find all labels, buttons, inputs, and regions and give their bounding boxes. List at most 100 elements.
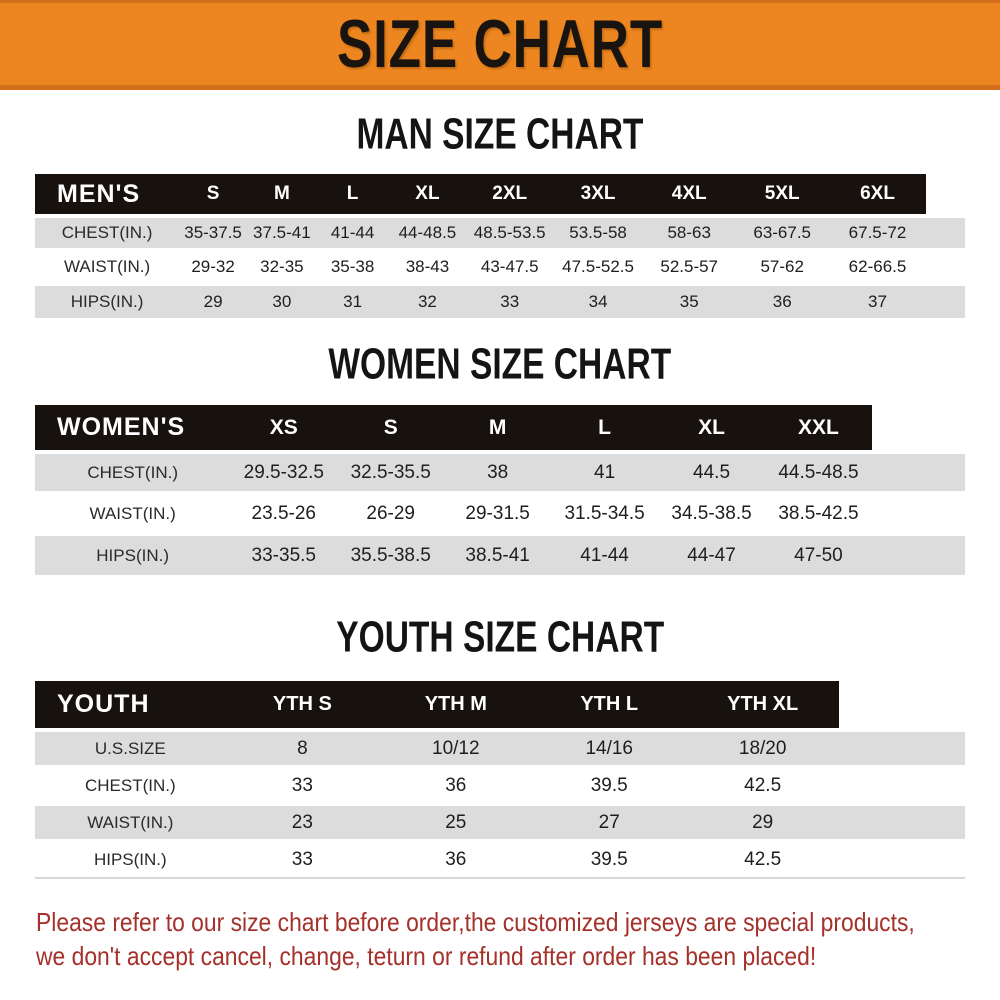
cell-value: 29 bbox=[685, 802, 840, 841]
footer-note-line1-text: Please refer to our size chart before or… bbox=[36, 907, 915, 937]
spacer-cell bbox=[925, 214, 965, 250]
cell-value: 31.5-34.5 bbox=[551, 491, 659, 534]
cell-value: 38.5-42.5 bbox=[765, 491, 872, 534]
banner: SIZE CHART bbox=[0, 0, 1000, 90]
women-section-title-text: WOMEN SIZE CHART bbox=[328, 339, 672, 389]
column-header: XS bbox=[230, 405, 338, 452]
cell-value: 8 bbox=[225, 728, 380, 767]
cell-value: 33-35.5 bbox=[230, 532, 338, 575]
cell-value: 33 bbox=[225, 839, 380, 878]
spacer-cell bbox=[839, 728, 965, 767]
column-header: S bbox=[337, 405, 445, 452]
row-label: WAIST(IN.) bbox=[35, 802, 226, 841]
size-table: MEN'S S M L XL 2XL 3XL 4XL 5XL 6XL CHEST(IN.) 35-37… bbox=[35, 174, 965, 318]
row-label: CHEST(IN.) bbox=[35, 214, 180, 250]
cell-value: 29 bbox=[179, 282, 248, 318]
table-corner-label: MEN'S bbox=[35, 174, 180, 216]
cell-value: 27 bbox=[532, 802, 686, 841]
column-header: YTH M bbox=[379, 681, 533, 730]
cell-value: 37.5-41 bbox=[247, 214, 317, 250]
cell-value: 43-47.5 bbox=[466, 248, 553, 284]
cell-value: 26-29 bbox=[337, 491, 445, 534]
cell-value: 36 bbox=[735, 282, 830, 318]
size-table: YOUTH YTH S YTH M YTH L YTH XL U.S.SIZE 8 10/12… bbox=[35, 681, 965, 879]
youth-section-title-text: YOUTH SIZE CHART bbox=[336, 612, 664, 662]
cell-value: 35 bbox=[643, 282, 736, 318]
spacer-cell bbox=[839, 681, 965, 730]
cell-value: 44-47 bbox=[658, 532, 765, 575]
cell-value: 23 bbox=[225, 802, 380, 841]
column-header: 2XL bbox=[466, 174, 553, 216]
cell-value: 42.5 bbox=[685, 765, 840, 804]
cell-value: 29.5-32.5 bbox=[230, 450, 338, 493]
table-corner-label: WOMEN'S bbox=[35, 405, 231, 452]
cell-value: 47-50 bbox=[765, 532, 872, 575]
table-row: WAIST(IN.) 23 25 27 29 bbox=[35, 802, 965, 841]
cell-value: 36 bbox=[379, 765, 533, 804]
men-size-table: MEN'S S M L XL 2XL 3XL 4XL 5XL 6XL CHEST(IN.) 35-37… bbox=[35, 174, 965, 318]
table-header-row: MEN'S S M L XL 2XL 3XL 4XL 5XL 6XL bbox=[35, 174, 965, 216]
women-size-section: WOMEN SIZE CHART WOMEN'S XS S M L XL XXL CHEST(… bbox=[0, 340, 1000, 575]
cell-value: 36 bbox=[379, 839, 533, 878]
size-table: WOMEN'S XS S M L XL XXL CHEST(IN.) 29.5-32.5 32.5… bbox=[35, 405, 965, 575]
cell-value: 48.5-53.5 bbox=[466, 214, 553, 250]
column-header: 6XL bbox=[829, 174, 926, 216]
cell-value: 58-63 bbox=[643, 214, 736, 250]
cell-value: 39.5 bbox=[532, 839, 686, 878]
spacer-cell bbox=[872, 405, 965, 452]
row-label: CHEST(IN.) bbox=[35, 450, 231, 493]
column-header: YTH S bbox=[225, 681, 380, 730]
table-row: CHEST(IN.) 29.5-32.5 32.5-35.5 38 41 44.5 44.5… bbox=[35, 450, 965, 493]
spacer-cell bbox=[839, 802, 965, 841]
footer-note-line1: Please refer to our size chart before or… bbox=[36, 905, 1000, 939]
table-row: HIPS(IN.) 33 36 39.5 42.5 bbox=[35, 839, 965, 878]
cell-value: 41 bbox=[551, 450, 659, 493]
column-header: XL bbox=[658, 405, 765, 452]
cell-value: 38.5-41 bbox=[444, 532, 552, 575]
cell-value: 35.5-38.5 bbox=[337, 532, 445, 575]
footer-note-line2-text: we don't accept cancel, change, teturn o… bbox=[36, 941, 817, 971]
column-header: L bbox=[551, 405, 659, 452]
youth-size-table: YOUTH YTH S YTH M YTH L YTH XL U.S.SIZE 8 10/12… bbox=[35, 681, 965, 879]
column-header: 5XL bbox=[735, 174, 830, 216]
spacer-cell bbox=[925, 282, 965, 318]
column-header: 4XL bbox=[643, 174, 736, 216]
spacer-cell bbox=[871, 532, 965, 575]
cell-value: 63-67.5 bbox=[735, 214, 830, 250]
table-corner-label: YOUTH bbox=[35, 681, 226, 730]
men-section-title-text: MAN SIZE CHART bbox=[356, 109, 644, 159]
cell-value: 57-62 bbox=[735, 248, 830, 284]
row-label: U.S.SIZE bbox=[35, 728, 226, 767]
youth-section-title: YOUTH SIZE CHART bbox=[0, 612, 1000, 662]
table-row: WAIST(IN.) 23.5-26 26-29 29-31.5 31.5-34.5 34… bbox=[35, 491, 965, 534]
cell-value: 30 bbox=[247, 282, 317, 318]
table-row: WAIST(IN.) 29-32 32-35 35-38 38-43 43-47.5 47.… bbox=[35, 248, 965, 284]
row-label: HIPS(IN.) bbox=[35, 532, 231, 575]
table-header-row: YOUTH YTH S YTH M YTH L YTH XL bbox=[35, 681, 965, 730]
cell-value: 35-37.5 bbox=[179, 214, 248, 250]
cell-value: 32.5-35.5 bbox=[337, 450, 445, 493]
cell-value: 41-44 bbox=[316, 214, 389, 250]
column-header: XL bbox=[388, 174, 467, 216]
spacer-cell bbox=[871, 450, 965, 493]
page-title: SIZE CHART bbox=[291, 10, 709, 78]
column-header: L bbox=[316, 174, 389, 216]
cell-value: 38 bbox=[444, 450, 552, 493]
cell-value: 67.5-72 bbox=[829, 214, 926, 250]
spacer-cell bbox=[926, 174, 965, 216]
cell-value: 41-44 bbox=[551, 532, 659, 575]
column-header: M bbox=[247, 174, 317, 216]
spacer-cell bbox=[925, 248, 965, 284]
women-size-table: WOMEN'S XS S M L XL XXL CHEST(IN.) 29.5-32.5 32.5… bbox=[35, 405, 965, 575]
table-header-row: WOMEN'S XS S M L XL XXL bbox=[35, 405, 965, 452]
row-label: WAIST(IN.) bbox=[35, 248, 180, 284]
cell-value: 44.5-48.5 bbox=[765, 450, 872, 493]
cell-value: 32 bbox=[388, 282, 467, 318]
column-header: YTH XL bbox=[685, 681, 840, 730]
cell-value: 29-32 bbox=[179, 248, 248, 284]
column-header: S bbox=[179, 174, 248, 216]
row-label: HIPS(IN.) bbox=[35, 282, 180, 318]
cell-value: 31 bbox=[316, 282, 389, 318]
cell-value: 23.5-26 bbox=[230, 491, 338, 534]
